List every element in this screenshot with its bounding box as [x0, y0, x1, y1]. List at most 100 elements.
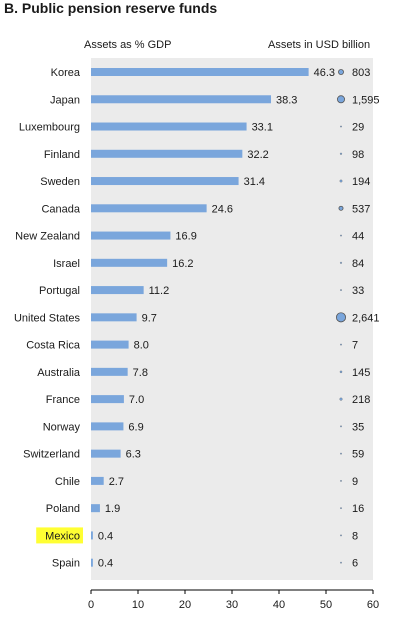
bar-value-label: 0.4: [98, 558, 113, 570]
bar-value-label: 11.2: [149, 285, 170, 297]
x-tick-label: 30: [226, 599, 238, 611]
category-label: Portugal: [39, 285, 80, 297]
usd-value-label: 33: [352, 285, 364, 297]
usd-bubble: [340, 452, 342, 455]
category-label: Japan: [50, 94, 80, 106]
x-tick-label: 50: [320, 599, 332, 611]
usd-bubble: [338, 69, 344, 75]
bar-value-label: 16.9: [175, 231, 196, 243]
category-label: Chile: [55, 476, 80, 488]
x-tick-label: 40: [273, 599, 285, 611]
usd-bubble: [335, 312, 346, 323]
usd-value-label: 145: [352, 367, 370, 379]
bar: [91, 204, 207, 213]
bar-value-label: 1.9: [105, 503, 120, 515]
usd-bubble: [340, 343, 342, 346]
category-label: Luxembourg: [19, 122, 80, 134]
chart-title: B. Public pension reserve funds: [4, 0, 218, 16]
usd-bubble: [340, 234, 342, 237]
x-tick-label: 60: [367, 599, 379, 611]
bar-value-label: 9.7: [142, 312, 157, 324]
usd-bubble: [340, 507, 342, 510]
usd-bubble: [338, 205, 344, 211]
category-label: Australia: [37, 367, 81, 379]
category-label: Costa Rica: [26, 340, 81, 352]
category-highlight: [36, 527, 83, 544]
usd-bubble: [337, 95, 345, 104]
bar-value-label: 16.2: [172, 258, 193, 270]
category-label: Poland: [46, 503, 80, 515]
bar-value-label: 0.4: [98, 530, 113, 542]
category-label: United States: [14, 312, 81, 324]
usd-bubble: [340, 480, 342, 482]
bar: [91, 258, 168, 267]
bar: [91, 122, 247, 131]
usd-value-label: 803: [352, 67, 370, 79]
usd-value-label: 44: [352, 231, 364, 243]
category-label: Norway: [43, 421, 81, 433]
usd-bubble: [339, 179, 343, 183]
usd-bubble: [340, 261, 342, 264]
usd-bubble: [340, 425, 342, 428]
bar-value-label: 2.7: [109, 476, 124, 488]
usd-value-label: 6: [352, 558, 358, 570]
bar-value-label: 7.0: [129, 394, 144, 406]
usd-bubble: [340, 534, 342, 537]
category-label: Finland: [44, 149, 80, 161]
bar: [91, 177, 239, 186]
bar: [91, 449, 121, 458]
usd-bubble: [339, 370, 343, 374]
usd-bubble: [340, 289, 342, 291]
bar: [91, 95, 272, 104]
bar: [91, 504, 100, 513]
usd-value-label: 2,641: [352, 312, 380, 324]
bar-value-label: 8.0: [134, 340, 149, 352]
usd-bubble: [339, 397, 343, 401]
bar: [91, 313, 137, 322]
usd-value-label: 194: [352, 176, 370, 188]
category-label: Canada: [41, 203, 80, 215]
category-label: France: [46, 394, 80, 406]
category-label: Switzerland: [23, 449, 80, 461]
bar-value-label: 32.2: [247, 149, 268, 161]
bar-value-label: 6.9: [128, 421, 143, 433]
usd-value-label: 7: [352, 340, 358, 352]
usd-value-label: 9: [352, 476, 358, 488]
x-tick-label: 0: [88, 599, 94, 611]
bar-value-label: 6.3: [126, 449, 141, 461]
usd-value-label: 29: [352, 122, 364, 134]
usd-value-label: 98: [352, 149, 364, 161]
x-tick-label: 20: [179, 599, 191, 611]
bar-value-label: 7.8: [133, 367, 148, 379]
usd-value-label: 537: [352, 203, 370, 215]
usd-value-label: 8: [352, 530, 358, 542]
category-label: Sweden: [40, 176, 80, 188]
bar: [91, 531, 93, 540]
usd-bubble: [340, 561, 342, 564]
usd-value-label: 218: [352, 394, 370, 406]
usd-value-label: 84: [352, 258, 364, 270]
bar: [91, 476, 104, 485]
usd-value-label: 1,595: [352, 94, 380, 106]
bar-value-label: 31.4: [244, 176, 265, 188]
bar-value-label: 33.1: [252, 122, 273, 134]
bar: [91, 558, 93, 567]
bar: [91, 231, 171, 240]
usd-value-label: 59: [352, 449, 364, 461]
bar: [91, 68, 309, 76]
usd-value-label: 35: [352, 421, 364, 433]
bar: [91, 286, 144, 295]
bar: [91, 422, 124, 431]
right-column-header: Assets in USD billion: [268, 39, 371, 51]
bar-value-label: 46.3: [314, 67, 335, 79]
bar: [91, 367, 128, 376]
plot-background: [91, 58, 373, 580]
category-label: Spain: [52, 558, 80, 570]
category-label: New Zealand: [15, 231, 80, 243]
bar-value-label: 38.3: [276, 94, 297, 106]
left-column-header: Assets as % GDP: [84, 39, 172, 51]
bar: [91, 340, 129, 349]
category-label: Mexico: [45, 530, 80, 542]
usd-value-label: 16: [352, 503, 364, 515]
